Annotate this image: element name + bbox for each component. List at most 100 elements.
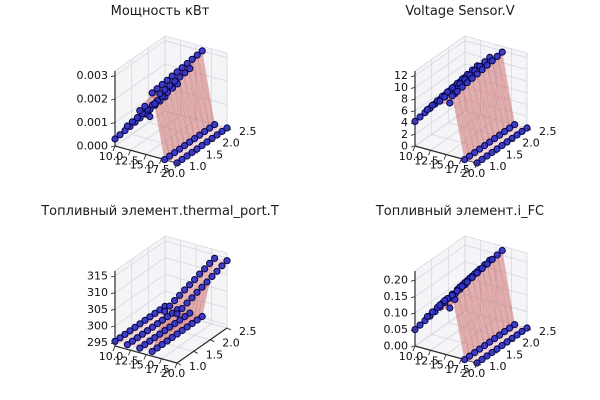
data-point	[498, 246, 506, 255]
data-point	[491, 135, 499, 143]
tick-label: 0.15	[384, 290, 409, 303]
data-point	[436, 97, 444, 105]
data-point	[453, 87, 461, 96]
data-point	[153, 85, 161, 93]
data-point	[158, 80, 166, 89]
data-point	[501, 328, 509, 336]
data-point	[213, 267, 221, 275]
tick-label: 2.0	[222, 137, 240, 150]
tick-label: 17.5	[445, 363, 470, 376]
gridline	[414, 40, 466, 77]
data-point	[458, 83, 466, 91]
data-point	[218, 262, 226, 270]
data-point	[138, 330, 146, 338]
tick-mark	[110, 145, 116, 148]
data-point	[471, 349, 479, 357]
data-point	[133, 334, 141, 342]
data-point	[201, 128, 209, 136]
data-point	[493, 145, 501, 153]
tick-label: 1.0	[489, 360, 507, 373]
data-point	[218, 127, 226, 136]
tick-label: 0.003	[77, 69, 109, 82]
data-point	[121, 330, 129, 338]
data-point	[448, 92, 456, 100]
tick-label: 0.000	[77, 140, 109, 153]
data-point	[166, 323, 174, 331]
tick-mark	[412, 145, 416, 152]
plot3d-i-fc: 0.00 0.05 0.10 0.15 0.20 10.012.515.017.520.0…	[384, 235, 557, 380]
data-point	[198, 283, 206, 291]
data-point	[136, 344, 144, 352]
data-point	[158, 316, 166, 324]
data-point	[166, 302, 174, 310]
tick-label: 2.0	[522, 137, 540, 150]
data-point	[523, 324, 531, 332]
data-point	[203, 138, 211, 146]
data-point	[176, 145, 184, 153]
data-point	[133, 114, 141, 122]
tick-label: 10.0	[99, 350, 124, 363]
tick-mark	[159, 158, 162, 164]
data-point	[178, 326, 186, 335]
data-point	[188, 55, 196, 63]
data-point	[193, 288, 201, 296]
data-point	[498, 141, 506, 150]
tick-label: 20.0	[461, 367, 486, 380]
data-point	[461, 156, 469, 164]
tick-label: 15.0	[130, 359, 155, 372]
data-point	[483, 352, 491, 360]
tick-label: 1.0	[189, 360, 207, 373]
data-point	[198, 141, 206, 150]
data-point	[463, 79, 471, 87]
data-point	[173, 68, 181, 76]
data-point	[506, 124, 514, 132]
data-point	[181, 142, 189, 150]
gridline	[114, 63, 166, 100]
gridline	[161, 323, 212, 360]
data-point	[151, 100, 159, 108]
data-point	[183, 152, 191, 160]
tick-label: 10.0	[399, 150, 424, 163]
data-point	[423, 106, 432, 114]
tick-mark	[510, 339, 515, 343]
data-point	[188, 319, 196, 328]
tick-mark	[510, 139, 515, 143]
data-point	[198, 47, 206, 55]
data-point	[148, 347, 156, 356]
data-point	[488, 255, 496, 264]
data-point	[496, 331, 504, 339]
tick-label: 6	[401, 104, 408, 117]
data-point	[151, 334, 159, 342]
tick-label: 15.0	[430, 359, 455, 372]
tick-mark	[412, 345, 416, 352]
tick-mark	[143, 154, 147, 160]
data-point	[518, 127, 526, 136]
tick-label: 2.5	[239, 325, 257, 338]
tick-mark	[174, 362, 178, 369]
data-point	[168, 72, 176, 80]
data-point	[213, 131, 221, 139]
data-point	[476, 345, 484, 353]
tick-label: 12.5	[114, 354, 139, 367]
data-point	[486, 138, 494, 146]
data-point	[493, 52, 501, 61]
data-point	[168, 333, 176, 342]
tick-label: 2.5	[239, 125, 257, 138]
data-point	[183, 299, 191, 307]
data-point	[176, 316, 184, 324]
tick-mark	[410, 86, 416, 89]
tick-label: 0.05	[384, 323, 409, 336]
data-point	[193, 145, 201, 153]
plot3d-power: 0.000 0.001 0.002 0.003 10.012.515.017.520.0…	[77, 35, 257, 180]
gridline	[414, 277, 466, 314]
tick-label: 0.00	[384, 340, 409, 353]
data-point	[511, 121, 519, 129]
data-point	[191, 276, 199, 284]
tick-mark	[474, 362, 478, 369]
data-point	[146, 313, 154, 321]
data-point	[473, 70, 481, 78]
data-point	[448, 291, 456, 299]
data-point	[158, 340, 166, 349]
data-point	[483, 152, 491, 160]
